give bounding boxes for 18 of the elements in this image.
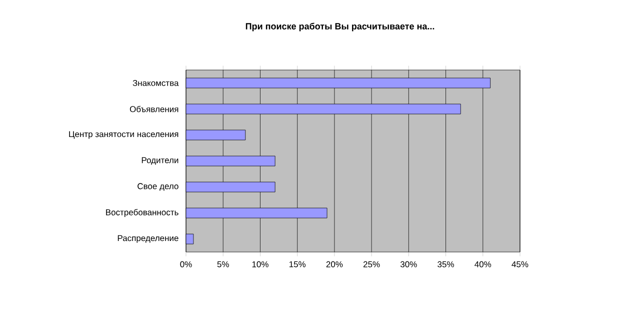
x-tick-label: 30% [400, 261, 417, 268]
x-tick-label: 45% [512, 261, 528, 268]
y-tick-label: Родители [142, 157, 178, 165]
x-tick-label: 10% [252, 261, 268, 268]
x-tick-label: 15% [289, 261, 306, 268]
y-tick-label: Востребованность [106, 209, 178, 218]
y-tick-label: Свое дело [138, 183, 178, 191]
y-tick-label: Объявления [130, 106, 178, 112]
y-tick-label: Распределение [118, 235, 178, 243]
chart-title: При поиске работы Вы расчитываете на... [246, 22, 434, 32]
y-tick-label: Знакомства [132, 80, 179, 86]
x-tick-label: 25% [363, 261, 380, 268]
x-tick-label: 5% [217, 261, 229, 268]
x-tick-label: 40% [474, 261, 492, 268]
x-tick-label: 0% [180, 261, 192, 268]
x-tick-label: 20% [326, 261, 343, 268]
x-tick-label: 35% [438, 261, 454, 268]
y-tick-label: Центр занятости населения [69, 131, 178, 139]
